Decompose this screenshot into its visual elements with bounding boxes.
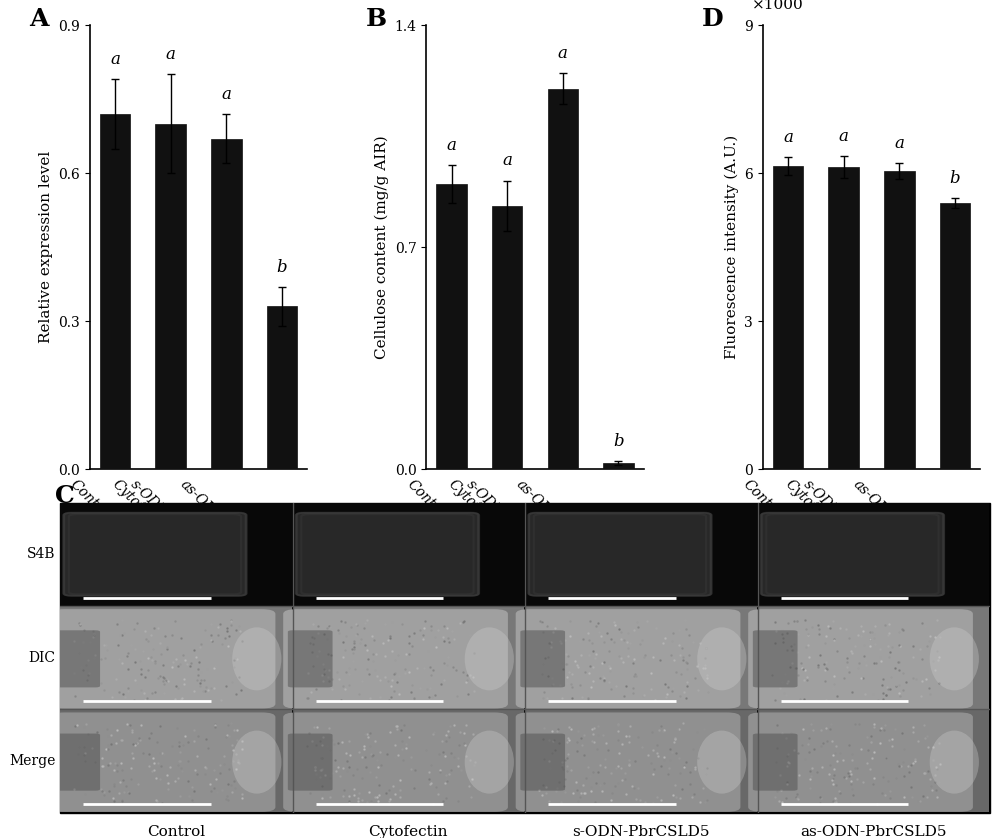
- Ellipse shape: [930, 731, 979, 794]
- Text: Cytofectin: Cytofectin: [369, 825, 448, 838]
- FancyBboxPatch shape: [55, 733, 100, 791]
- Text: a: a: [783, 129, 793, 146]
- FancyBboxPatch shape: [760, 512, 945, 597]
- Y-axis label: Cellulose content (mg/g AIR): Cellulose content (mg/g AIR): [375, 135, 389, 360]
- FancyBboxPatch shape: [51, 712, 275, 812]
- Bar: [155, 124, 186, 469]
- Text: a: a: [166, 46, 176, 64]
- Bar: [525, 503, 757, 606]
- Text: b: b: [613, 433, 624, 450]
- Bar: [267, 307, 297, 469]
- Bar: [436, 184, 467, 469]
- Text: a: a: [502, 153, 512, 169]
- Text: a: a: [839, 128, 849, 145]
- Bar: [100, 114, 130, 469]
- Text: C: C: [55, 484, 75, 508]
- Text: D: D: [702, 8, 724, 31]
- Ellipse shape: [232, 628, 281, 691]
- Text: as-ODN-PbrCSLD5: as-ODN-PbrCSLD5: [800, 825, 947, 838]
- Text: a: a: [110, 51, 120, 69]
- Bar: [492, 206, 522, 469]
- Text: a: a: [221, 85, 231, 103]
- Text: ×1000: ×1000: [752, 0, 804, 13]
- FancyBboxPatch shape: [295, 512, 480, 597]
- Text: Merge: Merge: [9, 754, 55, 768]
- Bar: [773, 166, 803, 469]
- Bar: [292, 710, 524, 812]
- Bar: [758, 607, 989, 709]
- Bar: [758, 710, 989, 812]
- Text: a: a: [558, 44, 568, 62]
- Bar: [60, 503, 292, 606]
- FancyBboxPatch shape: [516, 712, 740, 812]
- Bar: [940, 203, 970, 469]
- Ellipse shape: [697, 731, 746, 794]
- Bar: [60, 710, 292, 812]
- Text: s-ODN-PbrCSLD5: s-ODN-PbrCSLD5: [572, 825, 710, 838]
- Ellipse shape: [465, 628, 514, 691]
- Bar: [548, 89, 578, 469]
- FancyBboxPatch shape: [753, 630, 798, 687]
- FancyBboxPatch shape: [516, 609, 740, 708]
- FancyBboxPatch shape: [283, 609, 508, 708]
- Ellipse shape: [930, 628, 979, 691]
- Text: S4B: S4B: [27, 547, 55, 561]
- Ellipse shape: [697, 628, 746, 691]
- FancyBboxPatch shape: [748, 609, 973, 708]
- FancyBboxPatch shape: [288, 630, 333, 687]
- Bar: [603, 463, 634, 469]
- Text: DIC: DIC: [28, 651, 55, 665]
- FancyBboxPatch shape: [753, 733, 798, 791]
- Bar: [525, 607, 757, 709]
- Bar: [211, 138, 242, 469]
- Y-axis label: Fluorescence intensity (A.U.): Fluorescence intensity (A.U.): [725, 135, 739, 360]
- FancyBboxPatch shape: [283, 712, 508, 812]
- FancyBboxPatch shape: [51, 609, 275, 708]
- FancyBboxPatch shape: [62, 512, 248, 597]
- Bar: [60, 607, 292, 709]
- FancyBboxPatch shape: [520, 630, 565, 687]
- Text: B: B: [366, 8, 387, 31]
- Text: b: b: [950, 170, 960, 187]
- Bar: [884, 171, 915, 469]
- Bar: [758, 503, 989, 606]
- Bar: [525, 710, 757, 812]
- Y-axis label: Relative expression level: Relative expression level: [39, 151, 53, 344]
- Bar: [292, 607, 524, 709]
- Ellipse shape: [465, 731, 514, 794]
- Text: a: a: [894, 135, 904, 152]
- Bar: [292, 503, 524, 606]
- Ellipse shape: [232, 731, 281, 794]
- Text: A: A: [29, 8, 49, 31]
- Text: Control: Control: [147, 825, 205, 838]
- FancyBboxPatch shape: [55, 630, 100, 687]
- FancyBboxPatch shape: [520, 733, 565, 791]
- FancyBboxPatch shape: [288, 733, 333, 791]
- Text: a: a: [447, 137, 457, 153]
- FancyBboxPatch shape: [748, 712, 973, 812]
- Bar: [828, 168, 859, 469]
- FancyBboxPatch shape: [527, 512, 713, 597]
- Text: b: b: [277, 259, 287, 276]
